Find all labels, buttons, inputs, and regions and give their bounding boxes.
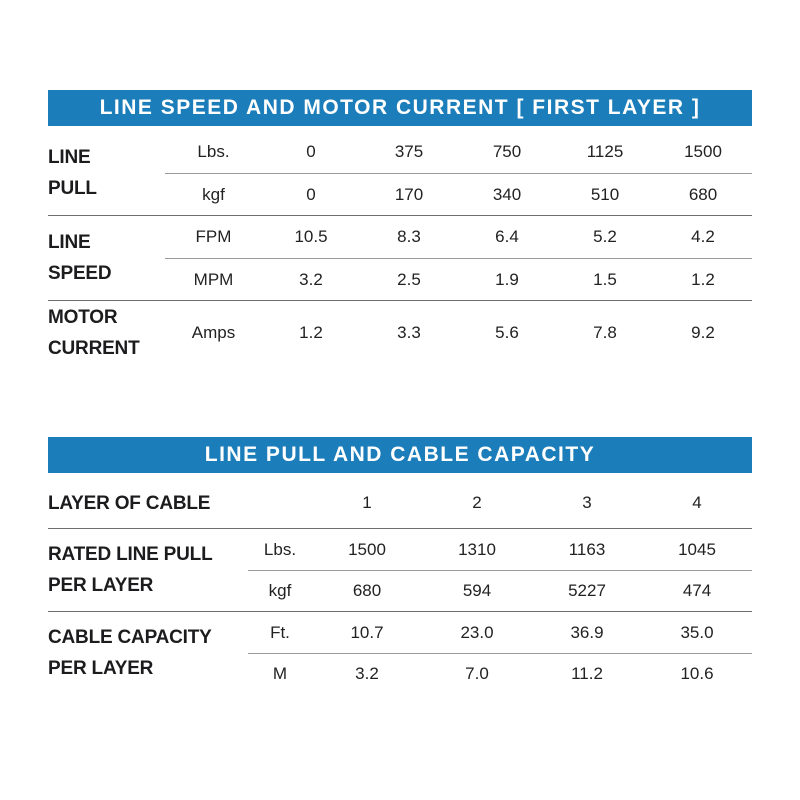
value-cell: 1045 [678,539,716,559]
value-cell: 5.2 [593,227,617,246]
value-cell: 2 [472,493,482,512]
value-cell: 510 [556,173,654,215]
value-cell: 750 [492,142,522,161]
value-cell: 7.8 [593,323,617,342]
row-group-label-line: PER LAYER [48,575,154,596]
value-cell: 3.2 [262,258,360,300]
value-cell: 2.5 [360,258,458,300]
value-cell: 9.2 [691,323,715,342]
value-cell: 10.6 [642,653,752,694]
value-cell: 594 [422,570,532,611]
value-cell: 375 [394,142,424,161]
value-cell: 0 [262,173,360,215]
value-cell: 1500 [348,539,386,559]
value-cell: 340 [458,173,556,215]
group-line-speed: LINE SPEED FPM 10.5 8.3 6.4 5.2 4.2 MPM … [48,215,752,300]
value-cell: 5.6 [495,323,519,342]
unit-cell: Lbs. [197,142,230,161]
row-group-label: LINE PULL [48,131,165,215]
table-line-pull-cable-capacity: LINE PULL AND CABLE CAPACITY LAYER OF CA… [48,437,752,694]
row-group-label-line: MOTOR [48,307,118,328]
value-cell: 23.0 [460,622,494,642]
value-cell: 680 [654,173,752,215]
value-cell: 5227 [532,570,642,611]
row-group-label-line: RATED LINE PULL [48,544,213,565]
table1-header-bar: LINE SPEED AND MOTOR CURRENT [ FIRST LAY… [48,90,752,126]
value-cell: 1310 [458,539,496,559]
row-group-label-line: SPEED [48,263,112,284]
value-cell: 10.7 [350,622,384,642]
value-cell: 6.4 [495,227,519,246]
value-cell: 1125 [586,142,624,161]
unit-cell: kgf [248,570,312,611]
value-cell: 1.9 [458,258,556,300]
table2-title: LINE PULL AND CABLE CAPACITY [204,443,596,466]
value-cell: 3.3 [397,323,421,342]
value-cell: 7.0 [422,653,532,694]
table-line-speed-motor-current: LINE SPEED AND MOTOR CURRENT [ FIRST LAY… [48,90,752,365]
row-group-label-line: PULL [48,178,97,199]
row-group-label: CABLE CAPACITY PER LAYER [48,612,248,694]
table1-title: LINE SPEED AND MOTOR CURRENT [ FIRST LAY… [99,96,701,119]
value-cell: 11.2 [532,653,642,694]
unit-cell: M [248,653,312,694]
row-group-label-line: LINE [48,232,91,253]
value-cell: 36.9 [570,622,604,642]
value-cell: 8.3 [397,227,421,246]
value-cell: 4 [692,493,702,512]
row-layer-of-cable: LAYER OF CABLE 1 2 3 4 [48,478,752,528]
value-cell: 680 [312,570,422,611]
value-cell: 1 [362,493,372,512]
value-cell: 4.2 [691,227,715,246]
table2-header-bar: LINE PULL AND CABLE CAPACITY [48,437,752,473]
row-group-label: MOTOR CURRENT [48,301,165,365]
value-cell: 170 [360,173,458,215]
group-line-pull: LINE PULL Lbs. 0 375 750 1125 1500 kgf 0… [48,131,752,215]
unit-cell: Amps [191,323,236,342]
row-group-label-line: CURRENT [48,338,140,359]
row-group-label-line: LINE [48,147,91,168]
unit-cell: Lbs. [263,539,297,559]
unit-cell: kgf [165,173,262,215]
value-cell: 3 [582,493,592,512]
unit-cell: FPM [195,227,232,246]
row-group-label-line: CABLE CAPACITY [48,627,212,648]
unit-cell: MPM [165,258,262,300]
row-group-label: RATED LINE PULL PER LAYER [48,529,248,611]
group-rated-line-pull: RATED LINE PULL PER LAYER Lbs. 1500 1310… [48,528,752,611]
value-cell: 3.2 [312,653,422,694]
group-motor-current: MOTOR CURRENT Amps 1.2 3.3 5.6 7.8 9.2 [48,300,752,365]
value-cell: 474 [642,570,752,611]
row-group-label: LINE SPEED [48,216,165,300]
row-label: LAYER OF CABLE [48,492,211,514]
value-cell: 1163 [568,539,606,559]
unit-cell: Ft. [270,622,290,642]
value-cell: 10.5 [294,227,328,246]
value-cell: 1.2 [654,258,752,300]
value-cell: 1500 [684,142,722,161]
group-cable-capacity: CABLE CAPACITY PER LAYER Ft. 10.7 23.0 3… [48,611,752,694]
value-cell: 0 [306,142,316,161]
value-cell: 1.2 [299,323,323,342]
value-cell: 1.5 [556,258,654,300]
value-cell: 35.0 [680,622,714,642]
row-group-label-line: PER LAYER [48,658,154,679]
